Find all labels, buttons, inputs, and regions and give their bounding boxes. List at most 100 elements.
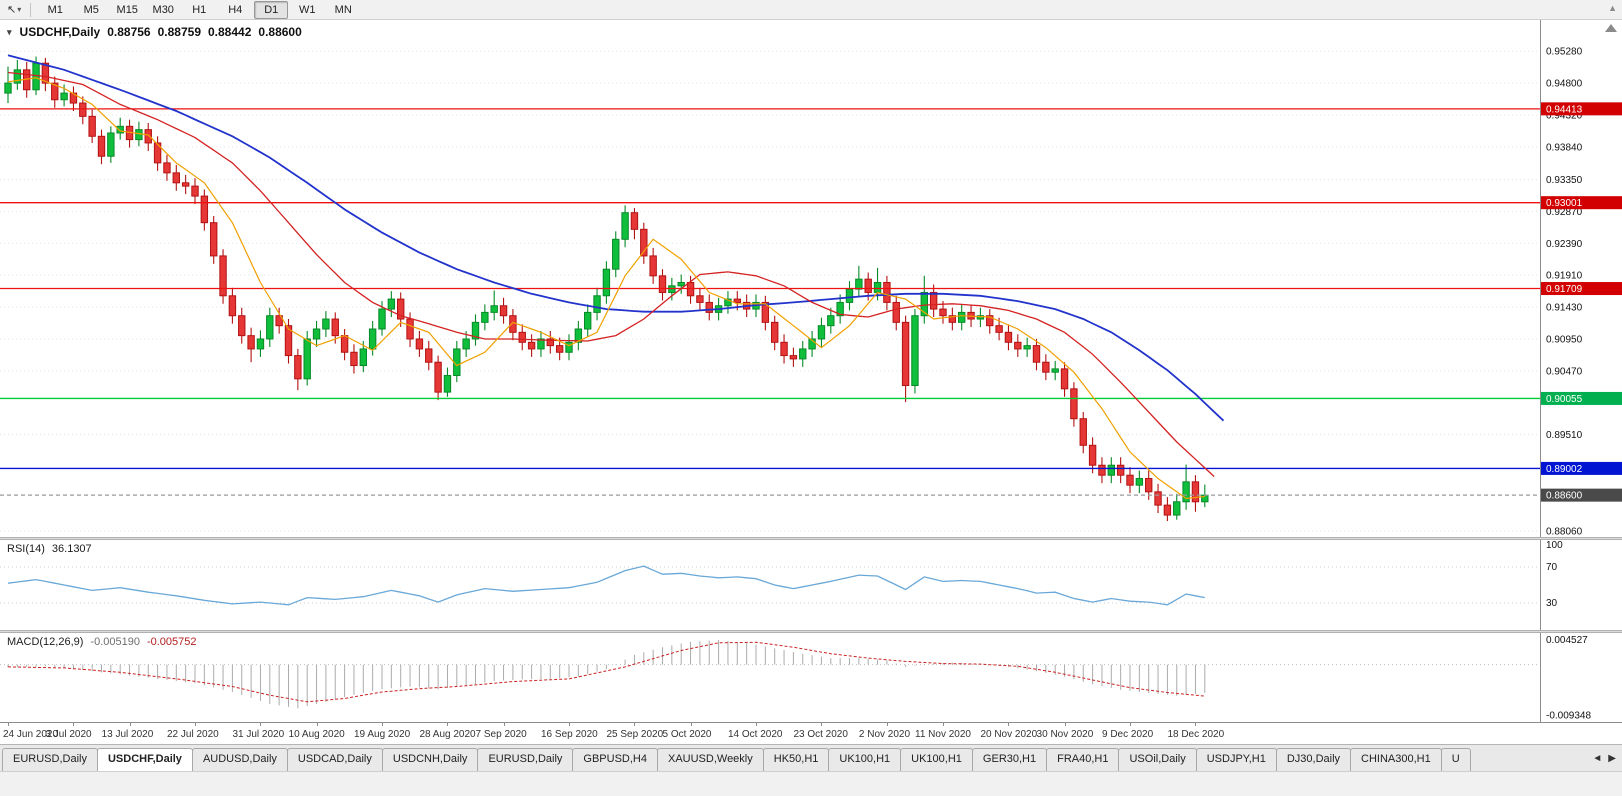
macd-name: MACD(12,26,9) [7,636,84,648]
time-axis-tick [382,723,383,726]
ohlc-open: 0.88756 [107,25,151,39]
time-axis-tick [8,723,9,726]
rsi-name: RSI(14) [7,543,45,555]
timeframe-button-m1[interactable]: M1 [47,3,63,16]
macd-histogram [7,640,1206,709]
timeframe-button-mn[interactable]: MN [334,3,352,16]
svg-text:0.88600: 0.88600 [1546,491,1583,502]
svg-text:30: 30 [1546,598,1558,609]
tab-uk100-h1[interactable]: UK100,H1 [900,748,973,771]
time-axis-tick [756,723,757,726]
date-label: 3 Jul 2020 [45,729,92,740]
rsi-label: RSI(14) 36.1307 [7,543,92,555]
timeframe-toolbar: ↖ ▾ M1 M5 M15 M30 H1 H4 D1 W1 MN ▲ [0,0,1622,20]
cursor-icon: ↖ [7,4,17,16]
price-chart-panel[interactable]: 0.95280 0.94800 0.94320 0.93840 0.93350 0.928… [0,20,1622,537]
tab-eurusd-daily[interactable]: EURUSD,Daily [2,748,98,771]
date-label: 22 Jul 2020 [167,729,219,740]
time-axis-tick [73,723,75,726]
tab-usdcad-daily[interactable]: USDCAD,Daily [286,748,383,771]
macd-signal-value: -0.005752 [146,636,197,648]
tab-usdchf-daily[interactable]: USDCHF,Daily [96,748,193,771]
svg-text:0.90950: 0.90950 [1546,334,1583,345]
timeframe-button-m15[interactable]: M15 [116,3,138,16]
date-label: 7 Sep 2020 [475,729,527,740]
time-axis-tick [195,723,196,726]
ohlc-low: 0.88442 [208,25,252,39]
timeframe-button-m5[interactable]: M5 [83,3,99,16]
tab-uk100-h1[interactable]: UK100,H1 [828,748,902,771]
date-label: 31 Jul 2020 [232,729,285,740]
time-axis-tick [943,723,944,726]
date-label: 30 Nov 2020 [1036,729,1094,740]
grid-lines [0,50,1540,532]
tab-ger30-h1[interactable]: GER30,H1 [971,748,1048,771]
date-label: 10 Aug 2020 [288,729,345,740]
date-label: 24 Jun 2020 [3,729,59,740]
tab-dj30-daily[interactable]: DJ30,Daily [1275,748,1352,771]
one-click-trading-toggle[interactable]: ▾ [7,26,12,37]
time-axis-tick [1130,723,1131,726]
timeframe-button-m30[interactable]: M30 [152,3,174,16]
time-axis-tick [886,723,888,726]
svg-text:0.91709: 0.91709 [1546,284,1583,295]
timeframe-button-d1[interactable]: D1 [254,0,289,19]
svg-text:0.94320: 0.94320 [1546,111,1583,122]
ma-fast-line [7,77,1205,500]
rsi-panel[interactable]: 100 70 30 [0,540,1622,630]
rsi-value: 36.1307 [51,543,92,555]
date-label: 20 Nov 2020 [980,729,1038,740]
status-bar [0,771,1622,796]
chart-symbol-label: USDCHF,Daily [19,25,101,39]
tab-china300-h1[interactable]: CHINA300,H1 [1350,748,1442,771]
tab-hk50-h1[interactable]: HK50,H1 [762,748,830,771]
tab-scroll-left-icon[interactable]: ◄ [1592,752,1603,764]
time-axis-tick [569,723,570,726]
ma-slow-line [7,54,1225,422]
tab-scroll-right-icon[interactable]: ▶ [1608,752,1616,764]
tab-u[interactable]: U [1440,748,1471,771]
ma-mid-line [7,71,1215,477]
time-axis-tick [260,723,262,726]
timeframe-button-h1[interactable]: H1 [192,3,207,16]
time-axis-tick [503,723,505,726]
panel-separator[interactable] [0,537,1622,540]
tab-scroll-arrows: ◄ ▶ [1584,745,1622,771]
date-label: 25 Sep 2020 [606,729,664,740]
svg-text:0.92390: 0.92390 [1546,239,1583,250]
cursor-tool-button[interactable]: ↖ ▾ [4,3,24,16]
svg-text:0.88060: 0.88060 [1546,527,1583,537]
timeframe-button-h4[interactable]: H4 [228,3,243,16]
time-axis-tick [634,723,636,726]
macd-panel[interactable]: 0.004527 -0.009348 [0,633,1622,722]
svg-text:0.91910: 0.91910 [1546,271,1583,282]
chart-shift-marker [1605,24,1617,32]
tab-xauusd-weekly[interactable]: XAUUSD,Weekly [656,748,764,771]
tab-usoil-daily[interactable]: USOil,Daily [1118,748,1197,771]
svg-text:70: 70 [1546,562,1558,573]
tab-gbpusd-h4[interactable]: GBPUSD,H4 [572,748,658,771]
chevron-down-icon: ▾ [17,5,22,14]
svg-text:0.004527: 0.004527 [1546,635,1588,646]
date-label: 2 Nov 2020 [858,729,911,740]
time-axis-tick [447,723,449,726]
chart-tab-bar: EURUSD,Daily USDCHF,Daily AUDUSD,Daily USDC… [0,744,1622,771]
time-axis-tick [1008,723,1010,726]
svg-text:100: 100 [1546,540,1563,551]
tab-audusd-daily[interactable]: AUDUSD,Daily [191,748,288,771]
time-axis[interactable]: 24 Jun 2020 3 Jul 2020 13 Jul 2020 22 Jul 2… [0,722,1622,744]
panel-separator[interactable] [0,630,1622,633]
tab-usdjpy-h1[interactable]: USDJPY,H1 [1195,748,1277,771]
date-label: 19 Aug 2020 [354,729,411,740]
svg-text:0.95280: 0.95280 [1546,47,1583,58]
tab-eurusd-daily[interactable]: EURUSD,Daily [477,748,574,771]
toolbar-overflow-icon[interactable]: ▲ [1608,3,1617,13]
chart-tabs: EURUSD,Daily USDCHF,Daily AUDUSD,Daily USDC… [2,748,1471,771]
timeframe-button-w1[interactable]: W1 [298,3,316,16]
svg-text:0.93001: 0.93001 [1546,198,1583,209]
tab-usdcnh-daily[interactable]: USDCNH,Daily [381,748,479,771]
ohlc-close: 0.88600 [258,25,302,39]
svg-text:0.90470: 0.90470 [1546,366,1583,377]
tab-fra40-h1[interactable]: FRA40,H1 [1046,748,1120,771]
time-axis-tick [821,723,823,726]
